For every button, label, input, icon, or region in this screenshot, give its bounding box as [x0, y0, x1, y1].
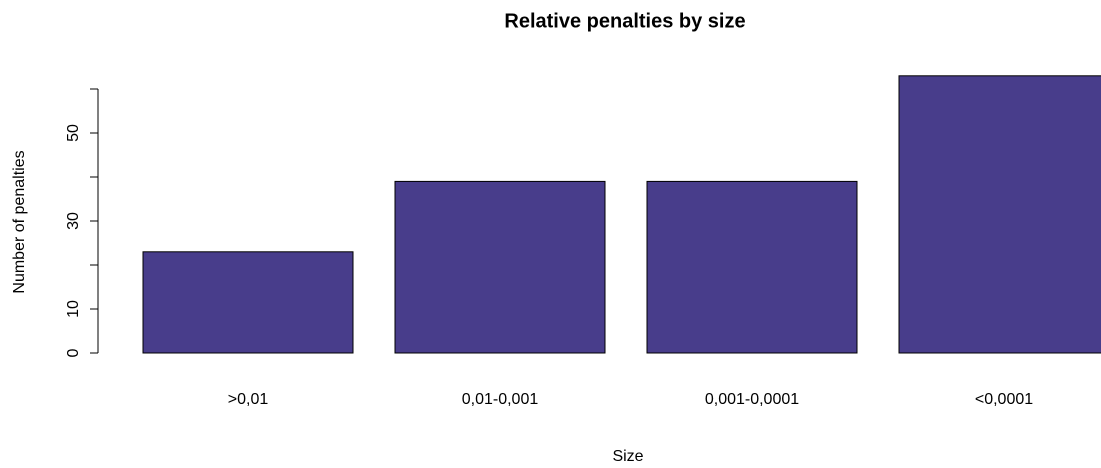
x-tick-label: 0,001-0,0001 [705, 391, 799, 408]
bar [646, 180, 858, 354]
y-tick-label: 0 [65, 348, 82, 357]
bar [898, 75, 1101, 354]
bar [142, 251, 354, 354]
bar [394, 180, 606, 354]
y-tick-label: 50 [65, 124, 82, 142]
chart-title: Relative penalties by size [504, 10, 745, 32]
x-tick-label: <0,0001 [975, 391, 1033, 408]
x-tick-label: >0,01 [228, 391, 269, 408]
y-tick-label: 10 [65, 300, 82, 318]
y-tick-label: 30 [65, 212, 82, 230]
x-tick-label: 0,01-0,001 [462, 391, 539, 408]
y-axis-label: Number of penalties [11, 150, 28, 293]
x-axis-label: Size [612, 448, 643, 465]
